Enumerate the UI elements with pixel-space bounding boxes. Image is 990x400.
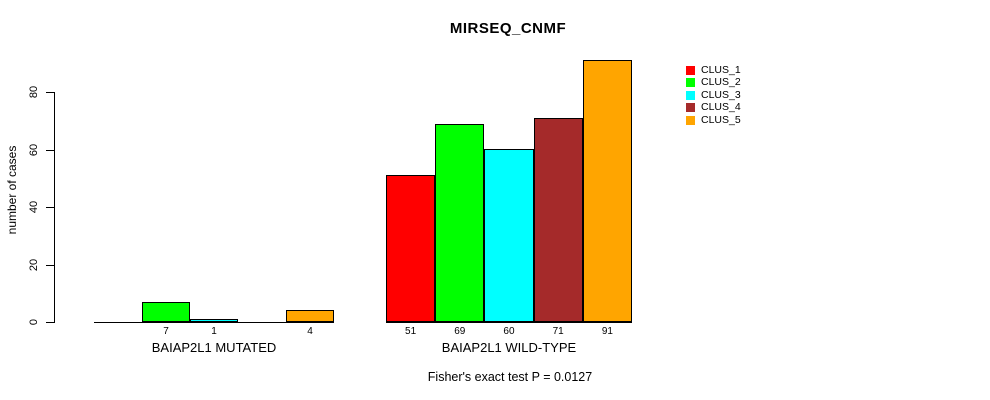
bar-value-label: 60 xyxy=(503,326,515,337)
y-tick-label: 60 xyxy=(28,143,40,157)
x-baseline xyxy=(94,322,334,323)
y-tick xyxy=(46,322,54,323)
bar-value-label: 71 xyxy=(552,326,564,337)
y-tick xyxy=(46,150,54,151)
y-tick xyxy=(46,92,54,93)
y-tick xyxy=(46,207,54,208)
category-label: BAIAP2L1 WILD-TYPE xyxy=(441,340,577,355)
bar xyxy=(533,118,583,322)
legend-swatch xyxy=(686,66,695,75)
bar xyxy=(286,310,334,322)
bar-value-label: 91 xyxy=(601,326,613,337)
chart-title: MIRSEQ_CNMF xyxy=(449,20,567,37)
bar-value-label: 7 xyxy=(163,326,169,337)
bar xyxy=(386,175,436,322)
legend-label: CLUS_1 xyxy=(701,64,741,76)
legend-item: CLUS_1 xyxy=(686,65,741,76)
legend-label: CLUS_5 xyxy=(701,113,741,126)
legend-swatch xyxy=(686,103,695,113)
y-tick-label: 20 xyxy=(28,258,40,272)
bar-value-label: 51 xyxy=(405,326,417,337)
bar-value-label: 69 xyxy=(454,326,466,337)
legend-item: CLUS_4 xyxy=(686,102,741,113)
bar xyxy=(190,319,238,322)
legend-swatch xyxy=(686,78,695,88)
category-label: BAIAP2L1 MUTATED xyxy=(151,340,277,355)
bar xyxy=(142,302,190,322)
bar-value-label: 1 xyxy=(211,326,217,337)
y-tick-label: 0 xyxy=(28,318,40,326)
y-tick-label: 40 xyxy=(28,200,40,214)
legend-item: CLUS_5 xyxy=(686,113,741,126)
bar-value-label: 4 xyxy=(307,326,313,337)
legend-swatch xyxy=(686,115,695,125)
legend-item: CLUS_3 xyxy=(686,88,741,101)
legend-swatch xyxy=(686,90,695,100)
stat-annotation: Fisher's exact test P = 0.0127 xyxy=(427,370,593,384)
y-tick xyxy=(46,265,54,266)
legend-item: CLUS_2 xyxy=(686,77,741,88)
x-baseline xyxy=(386,322,632,323)
legend-label: CLUS_3 xyxy=(701,88,741,101)
bar xyxy=(582,60,632,322)
bar xyxy=(435,124,485,322)
y-tick-label: 80 xyxy=(28,85,40,99)
bar xyxy=(484,149,534,322)
legend-label: CLUS_2 xyxy=(701,76,741,89)
legend-label: CLUS_4 xyxy=(701,101,741,114)
y-axis-line xyxy=(54,92,55,323)
